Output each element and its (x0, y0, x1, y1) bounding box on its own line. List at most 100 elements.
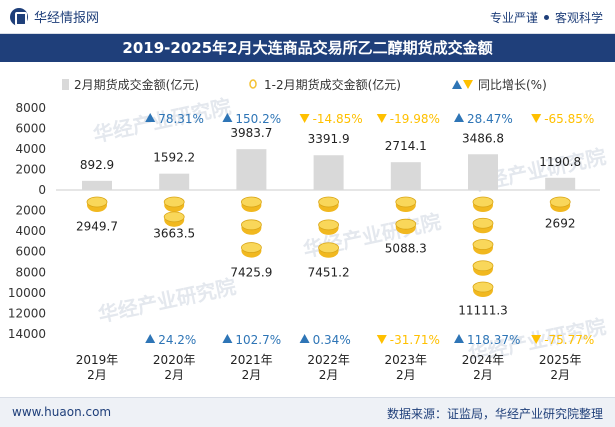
category-group: 3391.9 7451.2 -14.85% 0.34% 2022年 2月 (299, 112, 363, 382)
top-bar: 华经情报网 专业严谨 客观科学 (0, 0, 615, 34)
coin-icon (395, 196, 417, 208)
category-group: 3486.8 11111.3 28.47% 118.37% 2024年 2月 (454, 112, 520, 382)
bar (236, 149, 267, 190)
legend-label: 同比增长(%) (478, 78, 547, 92)
cum-value-label: 2949.7 (76, 219, 118, 233)
coin-icon (240, 196, 262, 208)
y-tick-label: 4000 (15, 224, 46, 238)
growth-feb-label: 78.31% (158, 112, 204, 126)
growth-down-icon (376, 335, 387, 344)
y-tick-label: 4000 (15, 142, 46, 156)
y-tick-label: 0 (38, 183, 46, 197)
category-group: 2714.1 5088.3 -19.98% -31.71% 2023年 2月 (376, 112, 440, 382)
coin-icon (163, 211, 185, 223)
category-group: 892.9 2949.7 2019年 2月 (76, 158, 119, 382)
y-tick-label: 6000 (15, 122, 46, 136)
cum-value-label: 7451.2 (308, 266, 350, 280)
legend-label: 1-2月期货成交金额(亿元) (264, 77, 401, 92)
growth-up-icon (222, 334, 233, 343)
y-tick-label: 2000 (15, 204, 46, 218)
growth-up-icon (454, 334, 464, 343)
cum-value-label: 11111.3 (458, 303, 508, 317)
x-tick-label: 2024年 2月 (462, 353, 505, 382)
coin-icon (163, 196, 185, 208)
bar (313, 155, 344, 190)
y-tick-label: 6000 (15, 245, 46, 259)
data-source: 数据来源：证监局，华经产业研究院整理 (386, 407, 603, 421)
footer: www.huaon.com 数据来源：证监局，华经产业研究院整理 (0, 397, 615, 427)
growth-feb-label: -65.85% (544, 112, 594, 126)
bar-value-label: 2714.1 (385, 139, 427, 153)
growth-down-icon (299, 114, 310, 123)
bar (159, 173, 190, 190)
x-tick-label: 2023年 2月 (385, 353, 428, 382)
y-axis: 8000 6000 4000 2000 0 2000 4000 6000 8000 10000 12… (8, 101, 600, 341)
growth-feb-label: -19.98% (390, 112, 440, 126)
growth-cum-label: 118.37% (467, 333, 520, 347)
growth-up-icon (299, 334, 310, 343)
growth-down-icon (376, 114, 387, 123)
chart-title: 2019-2025年2月大连商品交易所乙二醇期货成交金额 (0, 34, 615, 62)
logo[interactable]: 华经情报网 (10, 7, 99, 26)
coin-icon (318, 196, 340, 208)
coin-icon (472, 196, 494, 208)
growth-up-icon (145, 334, 156, 343)
x-tick-label: 2019年 2月 (76, 353, 119, 382)
bar-value-label: 3486.8 (462, 131, 504, 145)
growth-cum-label: 24.2% (158, 333, 196, 347)
coin-icon (240, 219, 262, 231)
y-tick-label: 12000 (8, 306, 46, 320)
cum-value-label: 3663.5 (153, 227, 195, 241)
coin-icon (318, 219, 340, 231)
site-name: 华经情报网 (34, 11, 100, 26)
coin-icon (240, 242, 262, 253)
growth-feb-label: -14.85% (313, 112, 363, 126)
growth-up-icon (222, 113, 233, 122)
coin-icon (86, 196, 108, 208)
bar-value-label: 1592.2 (153, 151, 195, 165)
logo-icon (10, 7, 28, 26)
coin-icon (472, 239, 494, 250)
legend-coin-icon (249, 79, 257, 89)
growth-cum-label: 102.7% (235, 333, 281, 347)
bar (468, 154, 498, 190)
growth-cum-label: -75.77% (544, 333, 594, 347)
slogan: 专业严谨 客观科学 (490, 9, 603, 26)
y-tick-label: 10000 (8, 286, 46, 300)
bar-value-label: 892.9 (80, 158, 114, 172)
x-tick-label: 2021年 2月 (230, 353, 273, 382)
cum-value-label: 7425.9 (230, 265, 272, 279)
bar-value-label: 1190.8 (539, 155, 581, 169)
coin-icon (472, 281, 494, 293)
growth-up-icon (145, 113, 156, 122)
legend: 2月期货成交金额(亿元) 1-2月期货成交金额(亿元) 同比增长(%) (62, 77, 547, 92)
bullet-icon (543, 15, 549, 20)
x-tick-label: 2020年 2月 (153, 353, 196, 382)
coin-icon (472, 260, 494, 272)
plot-area: 892.9 2949.7 2019年 2月 1592.2 3663.5 78.31% 24.2… (76, 112, 595, 382)
coin-icon (549, 196, 571, 208)
bar (82, 180, 112, 190)
x-tick-label: 2022年 2月 (307, 353, 350, 382)
growth-down-icon (531, 114, 542, 123)
growth-cum-label: -31.71% (390, 333, 440, 347)
cum-value-label: 5088.3 (385, 241, 427, 255)
growth-down-icon (531, 335, 542, 344)
legend-bar-swatch (62, 79, 69, 90)
x-tick-label: 2025年 2月 (539, 353, 582, 382)
legend-label: 2月期货成交金额(亿元) (74, 77, 199, 92)
y-tick-label: 14000 (8, 327, 46, 341)
coin-icon (318, 242, 340, 254)
legend-down-icon (463, 80, 473, 89)
coin-icon (395, 218, 417, 230)
coin-icon (472, 217, 494, 229)
y-tick-label: 2000 (15, 163, 46, 177)
website-link[interactable]: www.huaon.com (12, 405, 112, 419)
category-group: 1592.2 3663.5 78.31% 24.2% 2020年 2月 (145, 112, 204, 382)
growth-cum-label: 0.34% (313, 333, 351, 347)
watermark-text: 华经产业研究院 (96, 274, 238, 327)
y-tick-label: 8000 (15, 265, 46, 279)
cum-value-label: 2692 (545, 217, 576, 231)
bar-value-label: 3391.9 (308, 132, 350, 146)
